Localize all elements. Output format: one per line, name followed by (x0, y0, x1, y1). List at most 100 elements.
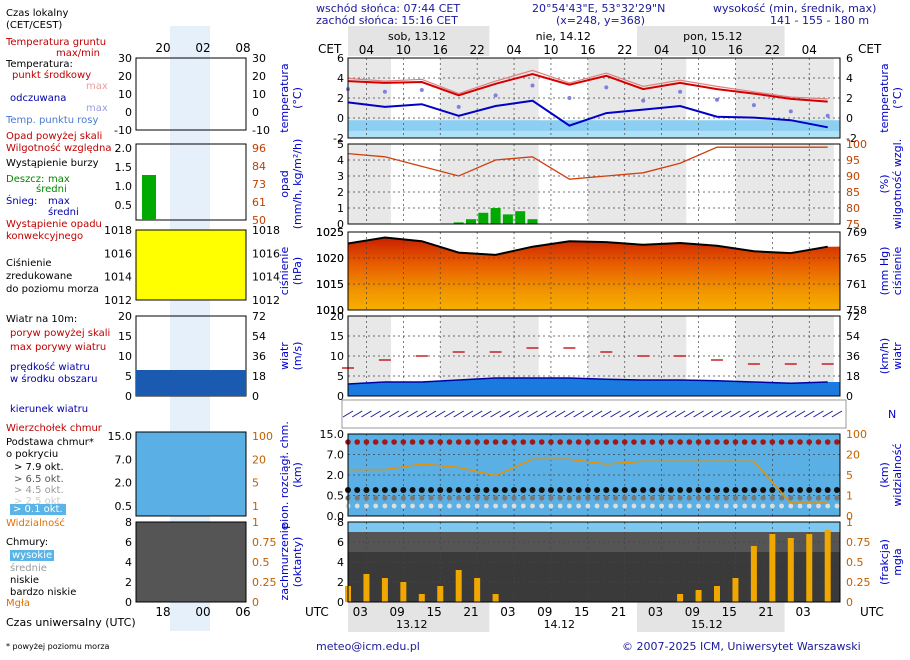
cloud-base-dot-65 (649, 495, 656, 501)
pressure-line (347, 236, 828, 256)
cloud-base-dot-25 (391, 503, 397, 509)
apparent-temp-point (419, 88, 424, 92)
precip-bar (453, 222, 464, 224)
cloud-base-dot-79 (372, 487, 379, 493)
cloud-top-dot (557, 439, 563, 445)
axis-tick-r: 0 (846, 390, 853, 403)
cloud-base-dot-65 (502, 495, 508, 501)
legend-tick-r: 50 (252, 214, 266, 227)
cloud-top-dot (437, 439, 444, 445)
panel-frame (347, 231, 841, 311)
cloud-base-dot-79 (658, 487, 665, 493)
cloud-base-dot-25 (548, 503, 554, 509)
cloud-base-dot-65 (640, 495, 646, 501)
clouds-ylabel-left: pion. rozciągł. chm. (278, 421, 291, 529)
cloud-base-dot-65 (465, 495, 471, 501)
axis-tick-l: 6 (337, 52, 344, 65)
legend-utc-tick: 00 (195, 605, 210, 619)
wind-arrow (462, 410, 474, 418)
cloud-top-dot (621, 439, 628, 445)
coords-text: 20°54'43"E, 53°32'29"N (532, 2, 666, 15)
cloud-base-dot-65 (677, 495, 683, 501)
cloud-base-dot-79 (621, 487, 628, 493)
cloud-base-dot-25 (364, 503, 369, 509)
cloud-base-dot-25 (594, 503, 600, 509)
axis-tick-r: 75 (846, 218, 860, 231)
cloud-base-dot-25 (557, 503, 563, 509)
cloud-top-dot (668, 439, 674, 445)
altitude-values: 141 - 155 - 180 m (770, 14, 870, 27)
cloud-top-dot (548, 439, 554, 445)
legend-tick-l: 10 (118, 350, 132, 363)
legend-tick-r: 1016 (252, 247, 280, 260)
wind-arrow (730, 410, 741, 418)
axis-tick-r: 20 (846, 449, 860, 462)
cover-low-area (348, 552, 840, 602)
cloud-base-dot-79 (815, 487, 822, 493)
fog-bar (400, 582, 407, 602)
legend-local-tick: 20 (155, 41, 170, 55)
axis-tick-l: 1010 (316, 304, 344, 317)
cloud-top-dot (585, 439, 591, 445)
cloud-top-dot (732, 439, 739, 445)
cloud-base-dot-25 (502, 503, 508, 509)
tz-left: CET (318, 42, 342, 56)
cloud-base-dot-25 (825, 503, 831, 509)
cloud-base-dot-65 (557, 495, 563, 501)
cloud-top-dot (382, 439, 388, 445)
wind-ylabel-left: wiatr (278, 342, 291, 370)
apparent-temp-point (715, 97, 719, 102)
cloud-top-dot (566, 439, 573, 445)
hour-label-bottom: 03 (353, 605, 368, 619)
legend-tick-l: 10 (118, 88, 132, 101)
cloud-top-dot (400, 439, 407, 445)
fog-bar (732, 578, 739, 602)
cloud-base-dot-25 (382, 503, 388, 509)
axis-tick-l: 15 (330, 330, 344, 343)
cloud-base-dot-65 (456, 495, 462, 501)
hour-label-top: 04 (359, 43, 374, 57)
wind-arrow (748, 410, 760, 418)
cloud-top-dot (640, 439, 646, 445)
legend-app-max: max (86, 103, 108, 114)
wind-arrow (739, 410, 750, 418)
cloud-base-dot-65 (437, 495, 443, 501)
cloud-base-dot-65 (603, 495, 609, 501)
hour-label-top: 16 (433, 43, 448, 57)
tz-right: CET (858, 42, 882, 56)
cloud-top-dot (483, 439, 490, 445)
legend-precip-over: Opad powyżej skali (6, 131, 103, 142)
axis-tick-r: 0.75 (846, 536, 871, 549)
cloud-base-dot-65 (391, 495, 397, 501)
utc-left: UTC (305, 605, 329, 619)
legend-tick-l: 20 (118, 70, 132, 83)
day-band-bottom (348, 602, 490, 632)
wind-arrow (813, 410, 824, 418)
day-band-top (637, 26, 785, 56)
cloud-top-dot (788, 439, 794, 445)
legend-tick-r: 20 (252, 70, 266, 83)
cloud-base-dot-79 (824, 487, 831, 493)
cloud-base-dot-25 (686, 503, 692, 509)
wind-arrow (490, 410, 501, 418)
legend-wind10: Wiatr na 10m: (6, 314, 78, 325)
cloud-base-dot-79 (677, 487, 684, 493)
cloud-base-dot-79 (437, 487, 444, 493)
cloud-base-dot-25 (714, 503, 720, 509)
footer-email[interactable]: meteo@icm.edu.pl (316, 640, 420, 653)
wind-arrow (656, 410, 667, 418)
cloud-top-dot (778, 439, 785, 445)
legend-rain-bar (142, 175, 156, 220)
panel-frame (347, 521, 841, 603)
wind-arrow (591, 410, 603, 418)
wind-arrow (785, 410, 797, 418)
wind-ylabel-left: (m/s) (291, 342, 304, 371)
wind-arrow (757, 410, 769, 418)
temp-max-line (347, 69, 828, 100)
hour-label-top: 16 (728, 43, 743, 57)
legend-tick-r: 61 (252, 196, 266, 209)
legend-high: wysokie (10, 550, 55, 561)
cloud-base-dot-25 (723, 503, 729, 509)
cloud-top-dot (511, 439, 517, 445)
hour-label-top: 10 (543, 43, 558, 57)
